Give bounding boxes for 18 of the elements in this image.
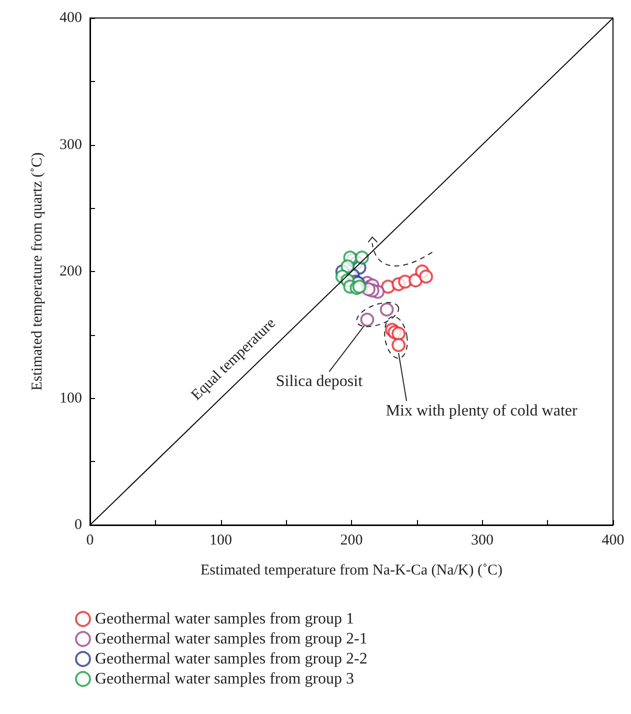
annotation: Silica deposit [276, 373, 364, 390]
legend-label: Geothermal water samples from group 1 [95, 610, 354, 628]
x-axis-title: Estimated temperature from Na-K-Ca (Na/K) (˚C) [200, 562, 502, 578]
y-tick-label: 300 [60, 136, 82, 153]
x-tick-label: 300 [471, 532, 494, 548]
x-tick-label: 400 [602, 532, 624, 548]
y-tick-label: 100 [60, 390, 82, 406]
annotation: Mix with plenty of cold water [386, 402, 578, 420]
x-tick-label: 100 [210, 532, 232, 548]
legend-label: Geothermal water samples from group 2-2 [95, 650, 368, 668]
y-tick-label: 400 [60, 10, 82, 26]
y-tick-label: 200 [60, 264, 82, 280]
legend-label: Geothermal water samples from group 2-1 [95, 630, 368, 648]
legend-label: Geothermal water samples from group 3 [95, 670, 354, 688]
y-axis-title: Estimated temperature from quartz (˚C) [30, 152, 46, 391]
x-tick-label: 200 [340, 532, 363, 548]
y-tick-label: 0 [74, 517, 82, 533]
x-tick-label: 0 [86, 532, 94, 548]
